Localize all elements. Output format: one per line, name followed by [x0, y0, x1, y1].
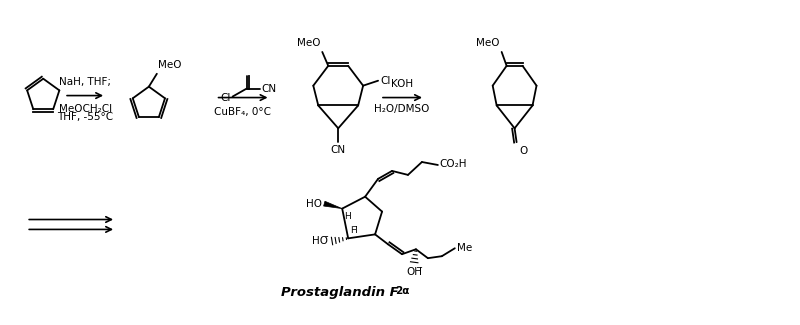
Text: Cl: Cl	[380, 76, 390, 86]
Text: Cl: Cl	[220, 93, 230, 103]
Text: HO̅: HO̅	[312, 236, 328, 246]
Text: Prostaglandin F: Prostaglandin F	[282, 286, 399, 299]
Text: O: O	[519, 146, 528, 156]
Text: OH̅: OH̅	[406, 267, 422, 277]
Text: THF, -55°C: THF, -55°C	[57, 112, 113, 123]
Text: KOH: KOH	[391, 79, 413, 89]
Text: NaH, THF;: NaH, THF;	[59, 77, 111, 87]
Text: Me: Me	[457, 243, 472, 253]
Text: CO₂H: CO₂H	[440, 159, 467, 169]
Text: CN: CN	[330, 145, 346, 155]
Text: MeO: MeO	[297, 38, 320, 48]
Text: H: H	[344, 212, 351, 221]
Text: CuBF₄, 0°C: CuBF₄, 0°C	[214, 108, 271, 117]
Text: MeO: MeO	[476, 38, 500, 48]
Text: MeO: MeO	[158, 60, 182, 70]
Text: H̅: H̅	[350, 227, 357, 235]
Text: 2α: 2α	[395, 286, 410, 296]
Text: MeOCH₂Cl: MeOCH₂Cl	[58, 103, 112, 113]
Text: HO: HO	[306, 199, 322, 209]
Polygon shape	[323, 201, 342, 209]
Text: CN: CN	[262, 84, 277, 94]
Text: H₂O/DMSO: H₂O/DMSO	[374, 105, 430, 114]
